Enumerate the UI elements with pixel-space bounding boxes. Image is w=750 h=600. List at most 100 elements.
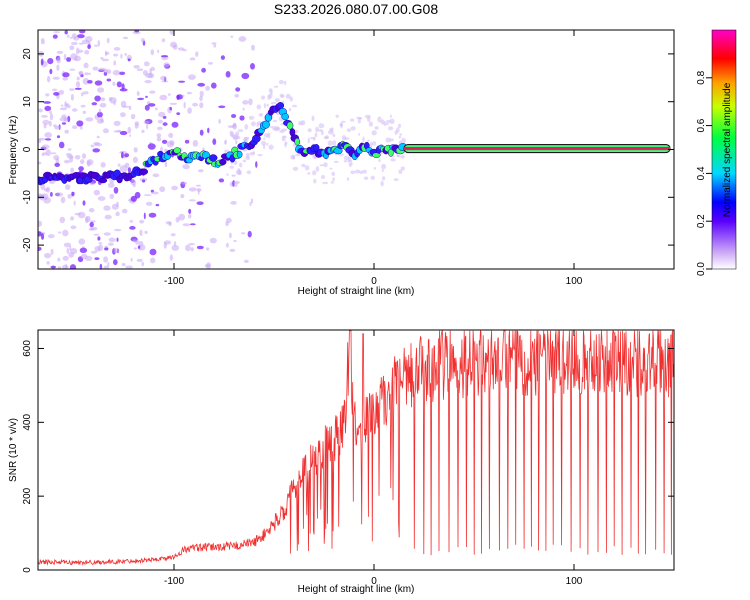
spectrogram-noise-blob [346, 177, 350, 181]
spectrogram-noise-blob [62, 229, 69, 237]
spectrogram-noise-blob [93, 142, 100, 145]
spectrogram-noise-blob [357, 119, 361, 124]
spectrogram-noise-blob [226, 242, 229, 248]
spectrogram-noise-blob [70, 248, 78, 255]
spectrogram-noise-blob [38, 161, 42, 165]
snr-x-tick-label: 0 [371, 576, 377, 587]
spectrogram-noise-blob [350, 170, 356, 175]
spectrogram-noise-blob [94, 257, 100, 260]
spectrogram-noise-blob [307, 128, 312, 133]
spectrogram-noise-blob [157, 49, 160, 54]
spectrogram-noise-blob [56, 50, 64, 54]
spectrogram-noise-blob [121, 262, 126, 267]
spectrogram-noise-blob [45, 138, 52, 141]
spectrogram-noise-blob [313, 178, 317, 184]
spectrogram-noise-blob [94, 95, 101, 102]
spectrogram-noise-blob [148, 72, 155, 79]
spectrogram-noise-blob [377, 116, 382, 123]
spectrogram-noise-blob [139, 219, 145, 224]
spectrogram-noise-blob [142, 179, 146, 183]
spectrogram-noise-blob [96, 135, 100, 139]
spectrogram-noise-blob [113, 130, 121, 133]
spectrogram-noise-blob [313, 136, 316, 141]
spectrogram-noise-blob [42, 119, 50, 125]
snr-y-tick-label: 600 [22, 340, 33, 357]
spectrogram-noise-blob [380, 180, 384, 187]
spectrogram-noise-blob [284, 142, 287, 148]
spectrogram-noise-blob [121, 83, 125, 90]
spectrogram-noise-blob [53, 31, 60, 34]
spectrogram-noise-blob [231, 174, 236, 177]
spectrogram-noise-blob [130, 257, 133, 262]
spectrogram-noise-blob [63, 117, 68, 122]
spectrogram-noise-blob [46, 261, 50, 265]
spectrogram-noise-blob [401, 137, 406, 144]
spectrogram-noise-blob [246, 170, 252, 175]
spectrogram-noise-blob [244, 124, 249, 130]
spectrogram-noise-blob [281, 128, 288, 132]
spectrogram-noise-blob [101, 58, 110, 62]
spectrogram-noise-blob [78, 42, 84, 45]
spectrogram-x-tick-label: 0 [371, 276, 377, 287]
spectrogram-noise-blob [62, 72, 70, 78]
spectrogram-noise-blob [150, 257, 156, 264]
spectrogram-noise-blob [105, 51, 110, 55]
spectrogram-noise-blob [321, 175, 325, 179]
spectrogram-noise-blob [141, 261, 144, 267]
snr-xlabel: Height of straight line (km) [298, 584, 415, 595]
spectrogram-noise-blob [218, 178, 225, 183]
spectrogram-x-ticks: -100 0 100 [164, 30, 583, 287]
spectrogram-y-tick-label: 20 [22, 48, 33, 60]
spectrogram-noise-blob [79, 30, 86, 34]
spectrogram-noise-blob [152, 173, 160, 178]
spectrogram-noise-blob [58, 231, 62, 234]
spectrogram-noise-blob [62, 77, 68, 81]
spectrogram-noise-blob [127, 126, 132, 134]
spectrogram-noise-blob [59, 216, 66, 224]
spectrogram-noise-blob [78, 238, 86, 245]
snr-ylabel: SNR (10 * v/v) [8, 418, 19, 482]
spectrogram-noise-blob [363, 176, 369, 180]
spectrogram-noise-blob [280, 123, 284, 126]
spectrogram-noise-blob [266, 142, 269, 146]
spectrogram-noise-blob [213, 44, 217, 48]
spectrogram-noise-blob [207, 127, 210, 134]
spectrogram-noise-blob [69, 45, 75, 51]
spectrogram-noise-blob [47, 58, 54, 65]
spectrogram-noise-blob [49, 68, 53, 75]
spectrogram-noise-blob [70, 167, 74, 173]
spectrogram-noise-blob [112, 81, 116, 86]
spectrogram-noise-blob [218, 119, 221, 124]
spectrogram-noise-blob [329, 167, 333, 170]
spectrogram-noise-blob [69, 68, 76, 71]
spectrogram-steady-core [404, 146, 670, 151]
chart-title: S233.2026.080.07.00.G08 [274, 1, 438, 17]
spectrogram-noise-blob [164, 160, 168, 168]
spectrogram-noise-blob [234, 135, 241, 140]
spectrogram-noise-blob [86, 159, 94, 166]
spectrogram-noise-blob [235, 140, 238, 145]
colorbar-tick-label: 0.2 [696, 214, 707, 228]
spectrogram-noise-blob [347, 160, 353, 163]
spectrogram-noise-blob [205, 247, 210, 251]
spectrogram-noise-blob [129, 219, 133, 223]
spectrogram-noise-blob [129, 134, 132, 137]
spectrogram-noise-blob [59, 107, 67, 111]
spectrogram-noise-blob [189, 223, 196, 226]
spectrogram-noise-blob [115, 211, 120, 217]
spectrogram-noise-blob [235, 87, 241, 92]
spectrogram-noise-blob [108, 242, 114, 246]
spectrogram-noise-blob [218, 105, 226, 109]
spectrogram-noise-blob [80, 126, 83, 130]
spectrogram-noise-blob [38, 246, 42, 252]
spectrogram-noise-blob [113, 247, 120, 254]
spectrogram-noise-blob [103, 256, 109, 263]
spectrogram-noise-blob [159, 94, 168, 101]
spectrogram-noise-blob [327, 130, 334, 135]
spectrogram-noise-blob [136, 258, 143, 262]
spectrogram-noise-blob [82, 77, 90, 85]
spectrogram-y-ticks: -20 -10 0 10 20 [22, 48, 674, 252]
spectrogram-noise-blob [53, 154, 60, 161]
spectrogram-noise-blob [132, 156, 138, 163]
spectrogram-noise-blob [234, 93, 239, 98]
